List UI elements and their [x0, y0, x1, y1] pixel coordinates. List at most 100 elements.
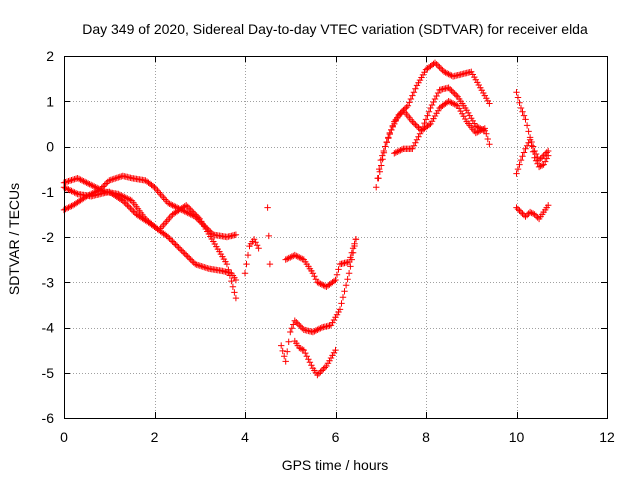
data-point	[538, 162, 546, 169]
data-point	[378, 162, 385, 169]
data-point	[62, 184, 69, 192]
data-point	[431, 59, 439, 66]
data-point	[125, 203, 133, 210]
data-point	[192, 260, 199, 268]
data-point	[535, 163, 543, 171]
data-point	[175, 244, 182, 251]
y-tick-label: -6	[42, 410, 55, 426]
data-point	[189, 208, 196, 215]
data-point	[317, 368, 324, 376]
data-point	[333, 271, 341, 278]
data-point	[255, 245, 262, 252]
data-point	[118, 192, 125, 199]
data-point	[427, 104, 434, 112]
data-point	[288, 253, 295, 260]
data-point	[291, 251, 298, 259]
data-point	[75, 175, 83, 183]
x-tick-label: 4	[241, 429, 249, 445]
data-point	[389, 122, 396, 129]
data-point	[282, 256, 289, 263]
data-point	[311, 273, 318, 280]
data-point	[380, 149, 388, 156]
data-point	[115, 190, 122, 198]
data-point	[434, 107, 442, 114]
data-point	[318, 281, 326, 288]
data-point	[433, 61, 440, 68]
x-tick-label: 0	[60, 429, 68, 445]
data-point	[326, 357, 333, 364]
data-point	[481, 127, 488, 134]
y-tick-label: -2	[42, 229, 55, 245]
data-point	[525, 128, 532, 135]
data-point	[65, 186, 72, 193]
data-point	[303, 353, 310, 360]
data-point	[170, 239, 178, 247]
data-point	[448, 87, 455, 94]
data-point	[529, 148, 537, 155]
data-point	[71, 189, 78, 196]
data-point	[465, 109, 472, 117]
data-point	[537, 155, 544, 162]
data-point	[385, 135, 392, 142]
data-point	[513, 204, 520, 211]
data-point	[335, 266, 342, 273]
data-point	[97, 186, 104, 193]
data-point	[472, 122, 479, 130]
data-point	[445, 70, 452, 78]
data-point	[187, 256, 194, 263]
data-point	[413, 136, 421, 143]
data-point	[345, 270, 353, 277]
data-point	[127, 205, 134, 212]
data-point	[264, 204, 271, 211]
data-point	[193, 212, 200, 220]
data-point	[173, 242, 181, 250]
data-point	[383, 139, 390, 146]
data-point	[445, 84, 452, 91]
data-point	[189, 257, 196, 265]
data-point	[349, 249, 357, 256]
data-point	[373, 184, 380, 191]
data-point	[167, 201, 175, 208]
data-point	[395, 147, 403, 155]
data-point	[282, 358, 289, 365]
data-point	[434, 89, 442, 97]
data-point	[178, 247, 185, 254]
data-point	[130, 208, 137, 215]
data-point	[526, 136, 534, 143]
data-point	[391, 150, 398, 157]
y-tick-label: 2	[46, 48, 54, 64]
data-point	[540, 161, 547, 168]
data-point	[382, 143, 389, 150]
data-point	[542, 150, 549, 158]
data-point	[416, 130, 424, 137]
data-point	[232, 294, 240, 302]
data-point	[228, 277, 235, 285]
data-point	[545, 152, 552, 159]
data-point	[184, 209, 191, 217]
data-point	[477, 125, 484, 132]
data-point	[348, 256, 355, 263]
data-point	[352, 236, 360, 243]
data-point	[528, 209, 535, 217]
series-track-m	[513, 136, 552, 177]
data-point	[250, 236, 258, 243]
x-tick-label: 6	[332, 429, 340, 445]
data-point	[296, 344, 303, 352]
data-point	[62, 205, 69, 213]
data-point	[517, 208, 525, 216]
data-point	[232, 231, 240, 238]
data-point	[513, 170, 520, 177]
data-point	[522, 145, 529, 152]
data-point	[430, 98, 437, 106]
data-point	[440, 68, 448, 75]
data-point	[484, 135, 491, 143]
data-point	[314, 371, 321, 379]
data-point	[332, 276, 339, 284]
data-point	[483, 130, 490, 137]
data-point	[425, 121, 433, 129]
y-tick-label: 0	[46, 139, 54, 155]
data-point	[172, 241, 179, 248]
data-point	[83, 193, 90, 200]
series-track-d	[241, 236, 262, 277]
data-point	[526, 208, 534, 216]
